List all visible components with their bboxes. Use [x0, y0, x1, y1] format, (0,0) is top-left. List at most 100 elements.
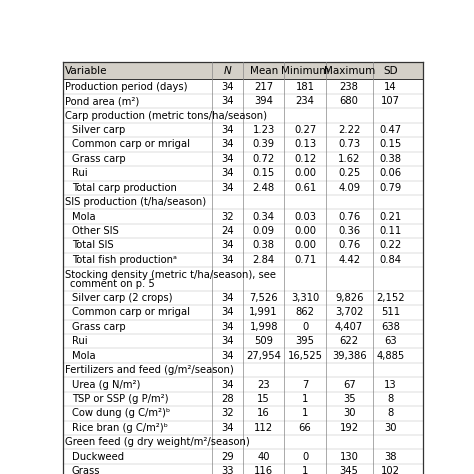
- Text: 0.13: 0.13: [294, 139, 316, 149]
- Text: Mean: Mean: [249, 66, 278, 76]
- Text: Variable: Variable: [65, 66, 108, 76]
- Text: 29: 29: [221, 452, 234, 462]
- Text: 395: 395: [295, 336, 315, 346]
- Text: 0.15: 0.15: [253, 168, 275, 178]
- Bar: [63, 181, 423, 195]
- Text: TSP or SSP (g P/m²): TSP or SSP (g P/m²): [72, 394, 168, 404]
- Text: Urea (g N/m²): Urea (g N/m²): [72, 380, 140, 390]
- Text: Pond area (m²): Pond area (m²): [65, 96, 139, 106]
- Text: 0: 0: [302, 452, 308, 462]
- Text: SIS production (t/ha/season): SIS production (t/ha/season): [65, 197, 206, 207]
- Bar: [63, 319, 423, 334]
- Bar: [63, 238, 423, 253]
- Text: 16: 16: [257, 409, 270, 419]
- Text: 13: 13: [384, 380, 397, 390]
- Text: 0.09: 0.09: [253, 226, 275, 236]
- Text: Common carp or mrigal: Common carp or mrigal: [72, 307, 190, 317]
- Text: Production period (days): Production period (days): [65, 82, 188, 91]
- Text: 15: 15: [257, 394, 270, 404]
- Text: 0.03: 0.03: [294, 211, 316, 222]
- Text: Maximum: Maximum: [323, 66, 375, 76]
- Text: 24: 24: [221, 226, 234, 236]
- Text: 34: 34: [221, 154, 234, 164]
- Text: 0.00: 0.00: [294, 240, 316, 250]
- Text: Carp production (metric tons/ha/season): Carp production (metric tons/ha/season): [65, 110, 267, 120]
- Text: 0: 0: [302, 322, 308, 332]
- Bar: [63, 363, 423, 377]
- Bar: [63, 137, 423, 152]
- Bar: [63, 392, 423, 406]
- Text: 116: 116: [254, 466, 273, 474]
- Text: 40: 40: [257, 452, 270, 462]
- Bar: [63, 109, 423, 123]
- Text: 3,702: 3,702: [335, 307, 363, 317]
- Text: 0.84: 0.84: [380, 255, 401, 265]
- Text: 0.38: 0.38: [380, 154, 401, 164]
- Text: 32: 32: [221, 409, 234, 419]
- Bar: [63, 210, 423, 224]
- Text: 0.15: 0.15: [379, 139, 401, 149]
- Text: 0.72: 0.72: [253, 154, 275, 164]
- Text: 217: 217: [254, 82, 273, 91]
- Text: 192: 192: [339, 423, 359, 433]
- Bar: [63, 94, 423, 109]
- Text: 2.84: 2.84: [253, 255, 275, 265]
- Text: 8: 8: [387, 409, 393, 419]
- Text: 511: 511: [381, 307, 400, 317]
- Text: 34: 34: [221, 168, 234, 178]
- Text: Mola: Mola: [72, 211, 95, 222]
- Text: 34: 34: [221, 240, 234, 250]
- Text: 67: 67: [343, 380, 356, 390]
- Text: 34: 34: [221, 139, 234, 149]
- Text: 1,998: 1,998: [249, 322, 278, 332]
- Text: 0.73: 0.73: [338, 139, 360, 149]
- Text: 34: 34: [221, 380, 234, 390]
- Text: 34: 34: [221, 307, 234, 317]
- Bar: [63, 435, 423, 449]
- Text: Other SIS: Other SIS: [72, 226, 118, 236]
- Text: 34: 34: [221, 125, 234, 135]
- Text: 7,526: 7,526: [249, 293, 278, 303]
- Bar: [63, 377, 423, 392]
- Bar: [63, 267, 423, 291]
- Text: 345: 345: [340, 466, 358, 474]
- Text: 0.76: 0.76: [338, 211, 360, 222]
- Bar: [63, 334, 423, 348]
- Bar: [63, 420, 423, 435]
- Text: 181: 181: [295, 82, 315, 91]
- Text: Grass carp: Grass carp: [72, 322, 125, 332]
- Text: 238: 238: [340, 82, 358, 91]
- Text: comment on p. 5: comment on p. 5: [70, 279, 154, 289]
- Text: Fertilizers and feed (g/m²/season): Fertilizers and feed (g/m²/season): [65, 365, 234, 375]
- Text: Cow dung (g C/m²)ᵇ: Cow dung (g C/m²)ᵇ: [72, 409, 170, 419]
- Text: 34: 34: [221, 336, 234, 346]
- Bar: [63, 406, 423, 420]
- Bar: [63, 152, 423, 166]
- Text: 27,954: 27,954: [246, 351, 281, 361]
- Text: 14: 14: [384, 82, 397, 91]
- Text: Total carp production: Total carp production: [72, 183, 177, 193]
- Text: 0.71: 0.71: [294, 255, 316, 265]
- Text: 0.06: 0.06: [380, 168, 401, 178]
- Bar: [63, 464, 423, 474]
- Text: 1: 1: [302, 394, 308, 404]
- Text: 30: 30: [384, 423, 397, 433]
- Text: 34: 34: [221, 351, 234, 361]
- Text: 0.79: 0.79: [379, 183, 401, 193]
- Text: 112: 112: [254, 423, 273, 433]
- Text: Green feed (g dry weight/m²/season): Green feed (g dry weight/m²/season): [65, 438, 250, 447]
- Text: 1.62: 1.62: [338, 154, 360, 164]
- Text: 130: 130: [340, 452, 358, 462]
- Text: 0.00: 0.00: [294, 226, 316, 236]
- Text: 3,310: 3,310: [291, 293, 319, 303]
- Bar: [63, 305, 423, 319]
- Text: 39,386: 39,386: [332, 351, 366, 361]
- Text: 30: 30: [343, 409, 356, 419]
- Text: 234: 234: [296, 96, 314, 106]
- Text: 28: 28: [221, 394, 234, 404]
- Text: 34: 34: [221, 183, 234, 193]
- Bar: [63, 291, 423, 305]
- Text: 509: 509: [254, 336, 273, 346]
- Bar: [63, 63, 423, 80]
- Text: 34: 34: [221, 82, 234, 91]
